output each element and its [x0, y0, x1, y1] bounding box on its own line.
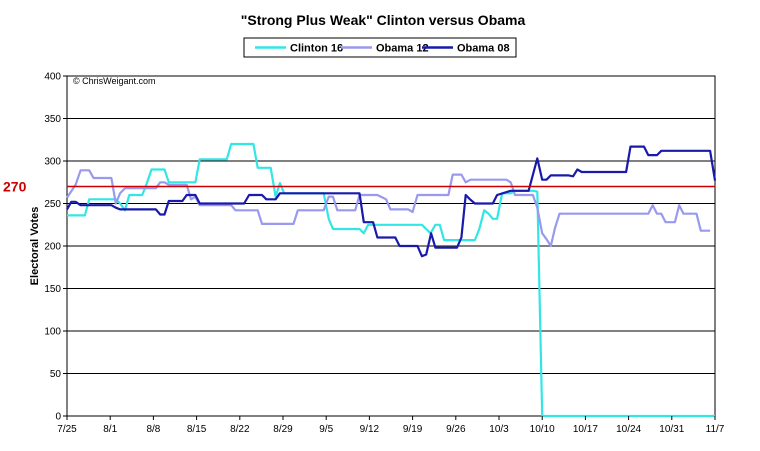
legend-label-clinton-16: Clinton 16	[290, 43, 343, 55]
series-line-obama-12	[66, 169, 711, 248]
y-tick-label: 150	[44, 284, 61, 295]
y-tick-label: 400	[44, 72, 61, 83]
x-tick-label: 8/15	[187, 424, 207, 435]
legend: Clinton 16 Obama 12 Obama 08	[243, 37, 517, 58]
y-tick-labels: 0 50 100 150 200 250 300 350 400	[44, 72, 61, 423]
y-tick-label: 250	[44, 199, 61, 210]
y-tick-label: 50	[50, 369, 62, 380]
x-tick-label: 10/10	[530, 424, 555, 435]
series-line-obama-08	[66, 145, 717, 258]
x-tick-label: 8/8	[146, 424, 160, 435]
x-tick-label: 10/24	[616, 424, 641, 435]
y-tick-label: 300	[44, 157, 61, 168]
y-tick-label: 350	[44, 114, 61, 125]
series-layer	[66, 142, 717, 418]
x-tick-label: 11/7	[706, 424, 725, 435]
reference-layer: 270	[3, 179, 715, 195]
y-axis-label: Electoral Votes	[29, 207, 41, 286]
legend-box	[243, 37, 517, 58]
x-tick-label: 8/29	[273, 424, 293, 435]
x-tick-label: 9/5	[319, 424, 333, 435]
reference-label-270: 270	[3, 179, 27, 195]
x-tick-label: 10/3	[489, 424, 509, 435]
y-tick-label: 100	[44, 327, 61, 338]
y-tick-label: 200	[44, 242, 61, 253]
x-tick-label: 8/1	[103, 424, 117, 435]
grid-layer	[63, 75, 715, 417]
x-tick-label: 7/25	[57, 424, 77, 435]
legend-label-obama-12: Obama 12	[376, 43, 429, 55]
legend-label-obama-08: Obama 08	[457, 43, 510, 55]
x-tick-label: 9/26	[446, 424, 466, 435]
watermark-text: © ChrisWeigant.com	[73, 76, 156, 86]
series-line-clinton-16	[67, 142, 715, 418]
x-tick-label: 10/31	[659, 424, 684, 435]
x-tick-label: 10/17	[573, 424, 598, 435]
x-tick-label: 9/12	[360, 424, 380, 435]
chart-title: "Strong Plus Weak" Clinton versus Obama	[241, 12, 526, 28]
y-tick-label: 0	[55, 412, 61, 423]
x-tick-label: 9/19	[403, 424, 423, 435]
x-tick-labels: 7/25 8/1 8/8 8/15 8/22 8/29 9/5 9/12 9/19 9/26 10/…	[57, 416, 725, 435]
x-tick-label: 8/22	[230, 424, 250, 435]
